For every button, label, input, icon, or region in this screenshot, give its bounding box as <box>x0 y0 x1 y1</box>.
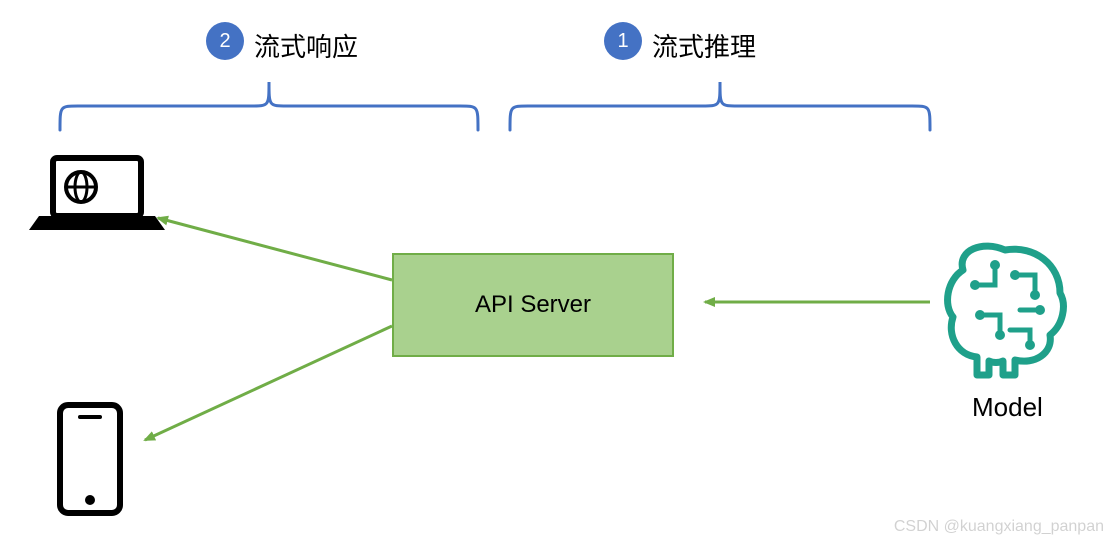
step-1-badge: 1 <box>604 22 642 60</box>
phone-icon <box>60 405 120 513</box>
brace-left <box>60 82 478 130</box>
laptop-icon <box>29 158 165 230</box>
step-2-label: 流式响应 <box>254 27 358 64</box>
brain-icon <box>948 246 1064 375</box>
model-label: Model <box>972 392 1043 423</box>
brace-right <box>510 82 930 130</box>
step-2-badge: 2 <box>206 22 244 60</box>
api-server-box: API Server <box>392 253 674 357</box>
diagram-canvas: 2 流式响应 1 流式推理 API Server Model CSDN @kua… <box>0 0 1114 542</box>
arrow-to-phone <box>145 326 392 440</box>
step-1-label: 流式推理 <box>652 27 756 64</box>
arrow-to-laptop <box>158 218 392 280</box>
watermark-text: CSDN @kuangxiang_panpan <box>894 518 1104 536</box>
